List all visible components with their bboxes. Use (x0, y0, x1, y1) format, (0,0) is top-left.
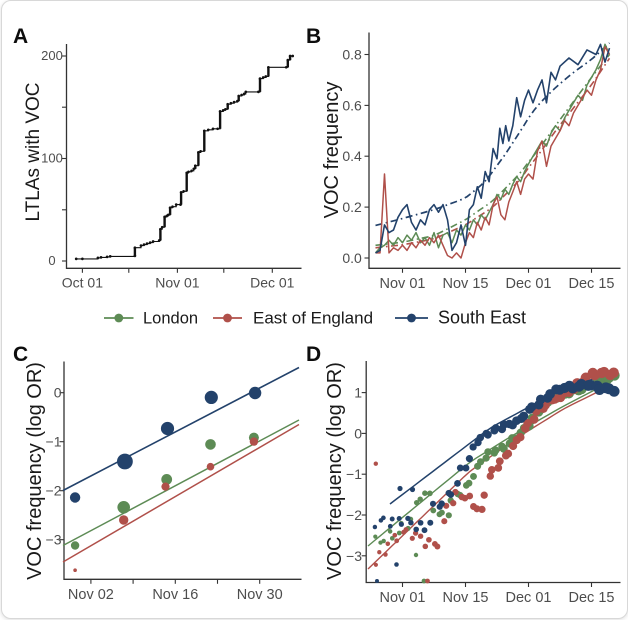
svg-text:Dec 01: Dec 01 (506, 276, 552, 292)
svg-text:LTLAs with VOC: LTLAs with VOC (23, 82, 44, 221)
svg-text:0.2: 0.2 (342, 199, 362, 215)
svg-text:Dec 01: Dec 01 (250, 274, 295, 290)
svg-text:200: 200 (41, 48, 63, 63)
svg-text:0.0: 0.0 (342, 250, 362, 266)
svg-text:−2: −2 (346, 507, 362, 523)
svg-text:Dec 01: Dec 01 (506, 590, 552, 606)
svg-text:Dec 15: Dec 15 (569, 276, 615, 292)
svg-text:Nov 30: Nov 30 (237, 587, 283, 603)
svg-text:East of England: East of England (253, 309, 373, 328)
svg-text:−1: −1 (346, 466, 362, 482)
svg-text:1: 1 (354, 385, 362, 401)
svg-text:−3: −3 (46, 532, 62, 548)
svg-text:Dec 15: Dec 15 (569, 590, 615, 606)
svg-text:C: C (13, 343, 28, 366)
svg-text:South East: South East (438, 308, 526, 328)
svg-text:Oct 01: Oct 01 (62, 274, 103, 290)
svg-text:100: 100 (41, 151, 63, 166)
svg-text:0.4: 0.4 (342, 148, 362, 164)
svg-text:0: 0 (354, 425, 362, 441)
svg-text:A: A (13, 25, 28, 48)
svg-text:0.8: 0.8 (342, 47, 362, 63)
svg-text:Nov 16: Nov 16 (152, 587, 198, 603)
svg-text:−1: −1 (46, 434, 62, 450)
svg-text:Nov 01: Nov 01 (380, 590, 426, 606)
svg-text:Nov 01: Nov 01 (155, 274, 200, 290)
svg-text:0: 0 (48, 253, 55, 268)
svg-text:D: D (306, 343, 321, 366)
svg-text:−2: −2 (46, 483, 62, 499)
svg-text:VOC frequency (log OR): VOC frequency (log OR) (24, 362, 46, 580)
svg-text:London: London (143, 310, 198, 328)
svg-text:Nov 01: Nov 01 (380, 276, 426, 292)
svg-text:Nov 15: Nov 15 (443, 276, 489, 292)
svg-text:0: 0 (54, 385, 62, 401)
svg-text:0.6: 0.6 (342, 97, 362, 113)
svg-text:−3: −3 (346, 548, 362, 564)
svg-text:VOC frequency (log OR): VOC frequency (log OR) (324, 362, 346, 580)
svg-text:VOC frequency: VOC frequency (321, 82, 343, 219)
svg-text:Nov 15: Nov 15 (443, 590, 489, 606)
svg-text:B: B (306, 25, 321, 48)
svg-text:Nov 02: Nov 02 (68, 587, 114, 603)
